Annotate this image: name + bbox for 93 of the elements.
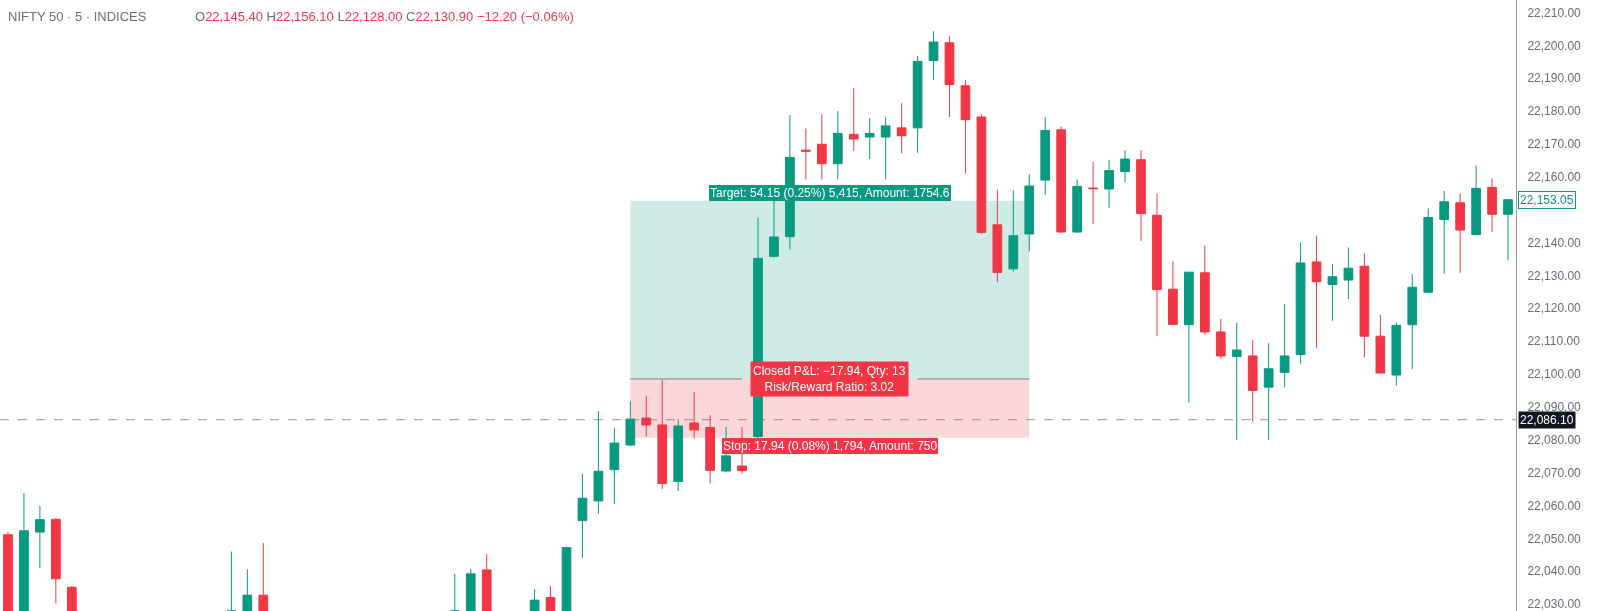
candlestick: [816, 113, 827, 180]
candlestick: [1407, 273, 1418, 370]
candlestick: [1423, 207, 1434, 293]
candlestick: [1056, 126, 1067, 234]
candlestick: [976, 113, 987, 235]
candlestick: [960, 79, 971, 175]
candlestick: [1311, 235, 1322, 349]
candlestick: [609, 427, 620, 505]
candlestick: [1343, 246, 1354, 300]
candlestick: [1471, 165, 1481, 236]
candlestick: [992, 189, 1003, 283]
candlestick: [1455, 193, 1465, 274]
candlestick: [673, 418, 684, 492]
annotation: Closed P&L: −17.94, Qty: 13 Risk/Reward Ratio: 3.02: [753, 364, 906, 394]
candlestick: [1072, 178, 1083, 234]
y-tick-label: 22,050.00: [1527, 531, 1582, 546]
candlestick: [1279, 303, 1290, 388]
y-tick-label: 22,130.00: [1527, 268, 1582, 283]
candlestick: [242, 568, 253, 611]
candlestick: [625, 400, 636, 447]
candlestick: [51, 517, 61, 604]
candlestick: [35, 505, 45, 569]
y-tick-label: 22,090.00: [1527, 400, 1582, 415]
candlestick: [577, 473, 588, 559]
candlestick: [3, 531, 13, 611]
y-tick-label: 22,080.00: [1527, 432, 1582, 447]
candlestick: [1024, 173, 1035, 252]
candlestick: [449, 573, 460, 611]
y-tick-label: 22,140.00: [1527, 235, 1582, 250]
y-tick-label: 22,040.00: [1527, 564, 1582, 579]
y-tick-label: 22,160.00: [1527, 170, 1582, 185]
band-label: Stop: 17.94 (0.08%) 1,794, Amount: 750: [723, 439, 938, 453]
candlestick: [1359, 252, 1370, 358]
candlestick: [19, 492, 29, 611]
band-label: Target: 54.15 (0.25%) 5,415, Amount: 1754.6: [710, 186, 950, 200]
candlestick: [1040, 116, 1051, 196]
candlestick: [1199, 245, 1210, 336]
candlestick: [66, 585, 77, 611]
y-tick-label: 22,120.00: [1527, 301, 1582, 316]
candlestick: [1088, 161, 1098, 225]
candlestick: [481, 553, 492, 611]
candlestick: [801, 128, 811, 180]
y-tick-label: 22,170.00: [1527, 137, 1582, 152]
candlestick: [1263, 342, 1274, 441]
candlestick: [1152, 193, 1162, 337]
candlestick: [1327, 263, 1338, 322]
candlestick: [1487, 177, 1497, 233]
y-tick-label: 22,030.00: [1527, 597, 1582, 611]
y-tick-label: 22,060.00: [1527, 498, 1582, 513]
candlestick: [1104, 159, 1114, 209]
candlestick: [593, 410, 604, 515]
candlestick: [928, 30, 939, 81]
candlestick: [1391, 321, 1402, 387]
y-tick-label: 22,200.00: [1527, 38, 1582, 53]
candlestick: [1247, 339, 1258, 423]
candlestick: [1231, 322, 1242, 441]
ref-line-label: 22,086.10: [1520, 413, 1574, 427]
candlestick: [561, 546, 572, 611]
candlestick: [1375, 314, 1386, 374]
candlestick: [529, 588, 540, 611]
candlestick: [864, 117, 875, 160]
candlestick: [1168, 260, 1178, 326]
y-tick-label: 22,110.00: [1527, 334, 1581, 349]
candlestick: [1295, 242, 1306, 365]
candlestick: [705, 414, 715, 484]
candlestick: [1120, 149, 1130, 183]
y-tick-label: 22,210.00: [1527, 5, 1582, 20]
candlestick: [226, 551, 237, 611]
candlestick: [944, 35, 955, 118]
candlestick: [832, 110, 843, 180]
y-tick-label: 22,180.00: [1527, 104, 1582, 119]
candlestick: [912, 55, 923, 154]
text: NIFTY 50 · 5 · INDICES: [8, 8, 147, 24]
candlestick: [1503, 199, 1513, 261]
y-tick-label: 22,100.00: [1527, 367, 1582, 382]
candlestick: [1008, 189, 1019, 273]
candlestick: [657, 379, 668, 490]
candlestick: [848, 87, 859, 152]
candlestick: [1136, 149, 1146, 242]
candlestick: [1184, 271, 1194, 404]
text: 22,153.05: [1520, 193, 1574, 207]
candlestick: [896, 102, 907, 154]
text: O22,145.40 H22,156.10 L22,128.00 C22,130.90 −12.20 (−0.06%): [195, 9, 574, 24]
y-tick-label: 22,190.00: [1527, 71, 1582, 86]
candlestick: [689, 391, 700, 439]
candlestick: [1215, 318, 1226, 360]
candlestick: [1439, 190, 1450, 275]
candlestick: [545, 585, 556, 611]
candlestick: [641, 395, 652, 437]
candlestick: [258, 542, 269, 611]
candlestick: [880, 116, 891, 180]
candlestick: [465, 568, 476, 611]
y-tick-label: 22,070.00: [1527, 465, 1582, 480]
